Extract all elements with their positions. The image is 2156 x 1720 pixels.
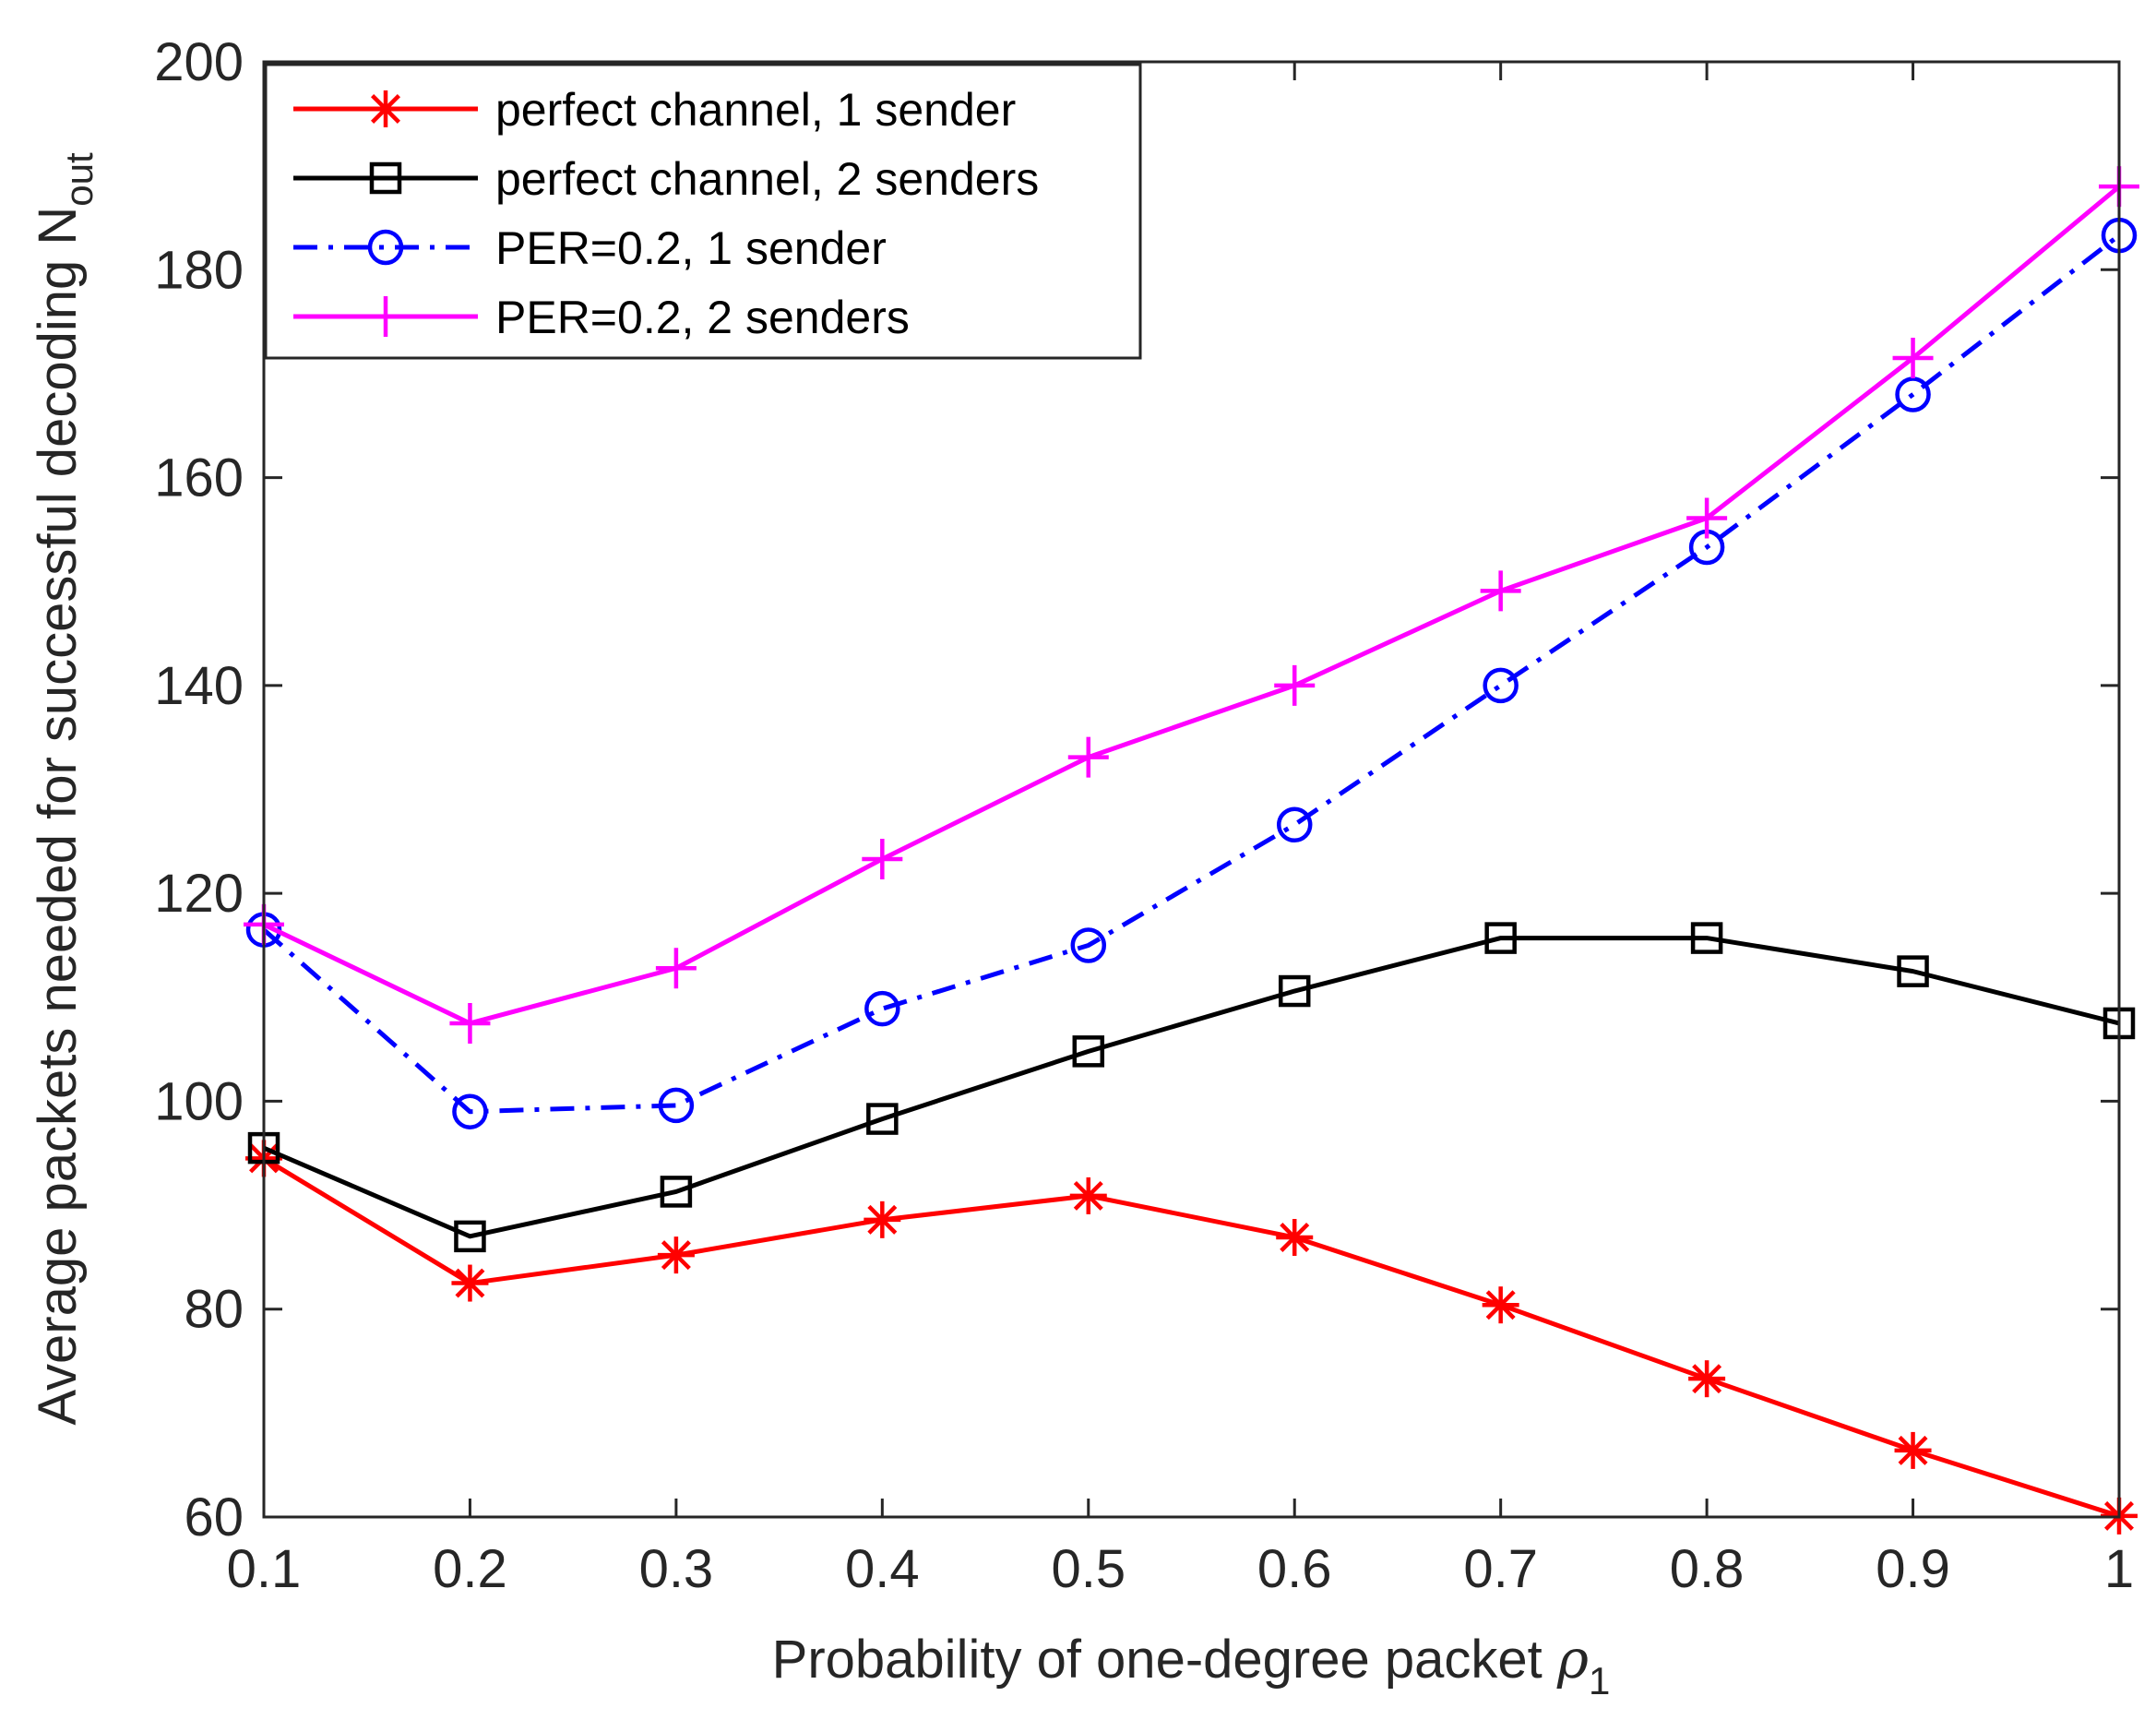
series-1-point-9 [1894,1431,1932,1469]
series-2-point-9 [1897,955,1929,987]
series-4-point-9 [1892,338,1934,379]
legend-marker-1 [367,90,404,127]
series-3-point-7 [1483,667,1519,704]
y-axis-label: Average packets needed for successful de… [28,152,101,1426]
series-line-1 [262,1156,2120,1519]
y-axis-label-text: Average packets needed for successful de… [28,207,88,1426]
axis-ticks: 0.1 0.2 0.3 0.4 0.5 0.6 0.7 0.8 0.9 1608010012014… [154,32,2134,1599]
series-2-point-8 [1690,922,1723,954]
series-4-point-2 [449,1002,491,1044]
legend-label-2: perfect channel, 2 senders [495,153,1039,205]
legend-marker-4 [365,296,406,337]
series-4-point-6 [1274,664,1316,706]
y-tick-label: 80 [184,1280,244,1340]
series-2-point-5 [1072,1035,1105,1068]
y-tick-label: 160 [154,448,244,508]
y-tick-label: 180 [154,240,244,300]
legend-label-1: perfect channel, 1 sender [495,84,1016,136]
series-line-3 [262,233,2121,1115]
x-tick-label: 0.9 [1876,1539,1950,1599]
y-axis-label-subscript: out [57,152,101,207]
series-3-point-5 [1070,927,1107,963]
series-4-point-3 [655,948,697,989]
series-1-point-6 [1276,1218,1314,1256]
series-4-point-5 [1067,736,1109,778]
series-3-point-6 [1276,806,1313,843]
series-2-point-3 [660,1176,693,1208]
series-3-point-3 [658,1087,695,1124]
x-tick-label: 0.5 [1051,1539,1126,1599]
legend: perfect channel, 1 sender perfect channel… [264,63,1142,360]
legend-label-3: PER=0.2, 1 sender [495,222,887,274]
series-3-point-4 [864,990,900,1027]
x-axis-label-symbol: ρ [1556,1628,1589,1690]
series-1-point-7 [1482,1286,1519,1324]
y-tick-label: 60 [184,1487,244,1547]
x-axis-label: Probability of one-degree packet ρ1 [772,1628,1611,1702]
series-1-point-2 [451,1264,489,1302]
x-tick-label: 0.4 [845,1539,920,1599]
series-1-point-3 [657,1236,695,1274]
series-1-point-8 [1688,1360,1726,1398]
series-2-point-7 [1484,922,1517,954]
series-2-point-2 [454,1220,486,1253]
series-1-point-5 [1069,1177,1107,1214]
series-4-point-8 [1686,497,1728,539]
x-tick-label: 1 [2104,1539,2134,1599]
y-tick-label: 140 [154,656,244,716]
series-3-point-2 [452,1093,488,1129]
series-4-point-7 [1480,570,1521,612]
legend-marker-2 [369,161,402,195]
series-3-point-9 [1895,376,1931,412]
legend-label-4: PER=0.2, 2 senders [495,292,910,343]
x-tick-label: 0.1 [227,1539,302,1599]
series-2-point-6 [1278,974,1311,1008]
series-line-2 [263,936,2120,1239]
y-tick-label: 120 [154,864,244,924]
series-2-point-4 [866,1103,899,1135]
x-axis-label-subscript: 1 [1589,1659,1610,1702]
series-4-point-4 [862,838,903,879]
y-tick-label: 200 [154,32,244,92]
legend-item-2: perfect channel, 2 senders [293,153,1039,205]
legend-item-4: PER=0.2, 2 senders [293,292,910,343]
x-tick-label: 0.3 [639,1539,714,1599]
plot-area-frame [262,60,2121,1519]
x-tick-label: 0.8 [1670,1539,1745,1599]
series-1-point-4 [864,1200,901,1238]
y-tick-label: 100 [154,1071,244,1131]
legend-item-1: perfect channel, 1 sender [293,84,1016,136]
legend-box [264,63,1142,360]
series-line-4 [262,185,2121,1026]
x-tick-label: 0.6 [1257,1539,1332,1599]
x-tick-label: 0.7 [1463,1539,1538,1599]
x-axis-label-text: Probability of one-degree packet [772,1630,1543,1690]
legend-marker-3 [367,229,404,266]
x-tick-label: 0.2 [433,1539,507,1599]
legend-item-3: PER=0.2, 1 sender [293,222,887,274]
